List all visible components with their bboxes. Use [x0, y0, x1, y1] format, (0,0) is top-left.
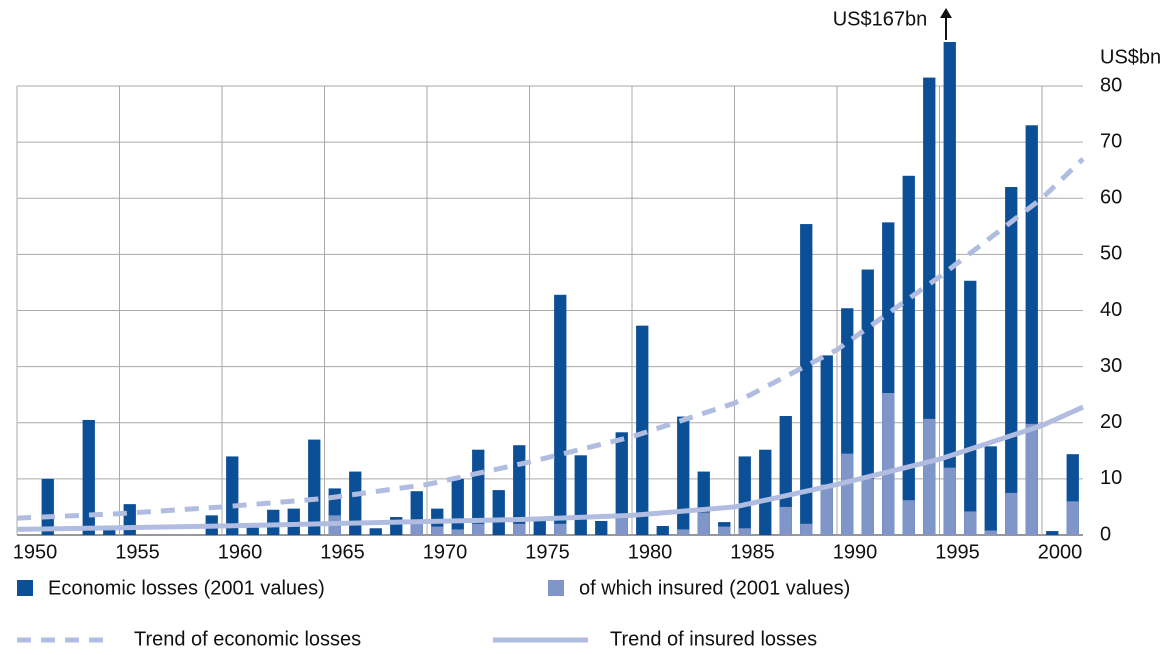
- bar: [349, 471, 362, 535]
- bar: [41, 478, 54, 535]
- x-tick-label: 2000: [1038, 541, 1083, 563]
- y-tick-label: 10: [1100, 467, 1122, 489]
- bar: [472, 523, 485, 535]
- bars: [41, 42, 1079, 536]
- y-axis-label: US$bn: [1100, 46, 1161, 68]
- x-tick-label: 1985: [730, 541, 775, 563]
- bar: [943, 467, 956, 535]
- bar: [636, 325, 649, 535]
- bar: [759, 449, 772, 535]
- bar: [964, 511, 977, 535]
- x-tick-label: 1975: [525, 541, 570, 563]
- x-tick-label: 1960: [218, 541, 263, 563]
- bar: [103, 529, 116, 535]
- annotation-arrowhead: [940, 8, 952, 18]
- bar: [902, 500, 915, 535]
- bar: [554, 294, 567, 535]
- bar: [861, 478, 874, 535]
- y-tick-label: 20: [1100, 411, 1122, 433]
- trend-line: [16, 157, 1085, 521]
- legend-swatch: [548, 580, 564, 596]
- bar: [287, 508, 300, 535]
- bar: [513, 523, 526, 535]
- bar: [226, 456, 239, 535]
- bar: [697, 512, 710, 535]
- y-tick-label: 30: [1100, 355, 1122, 377]
- bar: [677, 529, 690, 535]
- bar: [1005, 187, 1018, 535]
- bar: [861, 269, 874, 535]
- trend-line: [16, 404, 1085, 532]
- bar: [779, 506, 792, 535]
- bar: [82, 419, 95, 535]
- bar: [267, 509, 280, 535]
- x-tick-label: 1995: [935, 541, 980, 563]
- bar: [410, 523, 423, 535]
- bar: [1025, 423, 1038, 535]
- bar: [554, 523, 567, 535]
- bar: [984, 446, 997, 535]
- x-tick-label: 1955: [115, 541, 160, 563]
- bar: [964, 280, 977, 535]
- legend-label: Trend of economic losses: [134, 628, 361, 650]
- bar: [615, 432, 628, 535]
- x-tick-label: 1990: [833, 541, 878, 563]
- bar: [738, 528, 751, 535]
- y-tick-label: 60: [1100, 187, 1122, 209]
- bar: [369, 528, 382, 535]
- legend-label: Economic losses (2001 values): [48, 577, 325, 599]
- legend-swatch: [17, 580, 33, 596]
- bar: [677, 416, 690, 535]
- bar: [308, 439, 321, 535]
- x-tick-label: 1965: [320, 541, 365, 563]
- bar: [902, 175, 915, 536]
- bar: [882, 393, 895, 535]
- bar: [246, 526, 259, 535]
- bar: [820, 484, 833, 535]
- bar: [595, 520, 608, 535]
- bar: [1046, 531, 1059, 535]
- y-tick-label: 80: [1100, 74, 1122, 96]
- x-tick-label: 1950: [13, 541, 58, 563]
- bar: [943, 42, 956, 535]
- bar: [1066, 501, 1079, 535]
- y-tick-label: 0: [1100, 523, 1111, 545]
- bar: [718, 526, 731, 535]
- bar: [533, 520, 546, 535]
- x-tick-label: 1980: [628, 541, 673, 563]
- bar: [841, 453, 854, 535]
- legend-label: of which insured (2001 values): [579, 577, 850, 599]
- y-tick-label: 40: [1100, 299, 1122, 321]
- legend-label: Trend of insured losses: [610, 628, 817, 650]
- bar: [800, 224, 813, 535]
- y-tick-label: 70: [1100, 130, 1122, 152]
- bar: [656, 526, 669, 535]
- bar: [574, 455, 587, 535]
- bar: [779, 416, 792, 535]
- y-tick-label: 50: [1100, 243, 1122, 265]
- bar: [451, 529, 464, 535]
- bar: [923, 418, 936, 535]
- bar: [1005, 492, 1018, 535]
- bar: [615, 518, 628, 535]
- bar: [123, 504, 136, 535]
- bar: [431, 526, 444, 535]
- bar: [738, 456, 751, 535]
- bar: [451, 478, 464, 535]
- x-tick-label: 1970: [423, 541, 468, 563]
- bar: [800, 523, 813, 535]
- bar: [492, 490, 505, 535]
- bar: [984, 530, 997, 535]
- bar: [513, 445, 526, 535]
- annotation: US$167bn: [833, 8, 928, 30]
